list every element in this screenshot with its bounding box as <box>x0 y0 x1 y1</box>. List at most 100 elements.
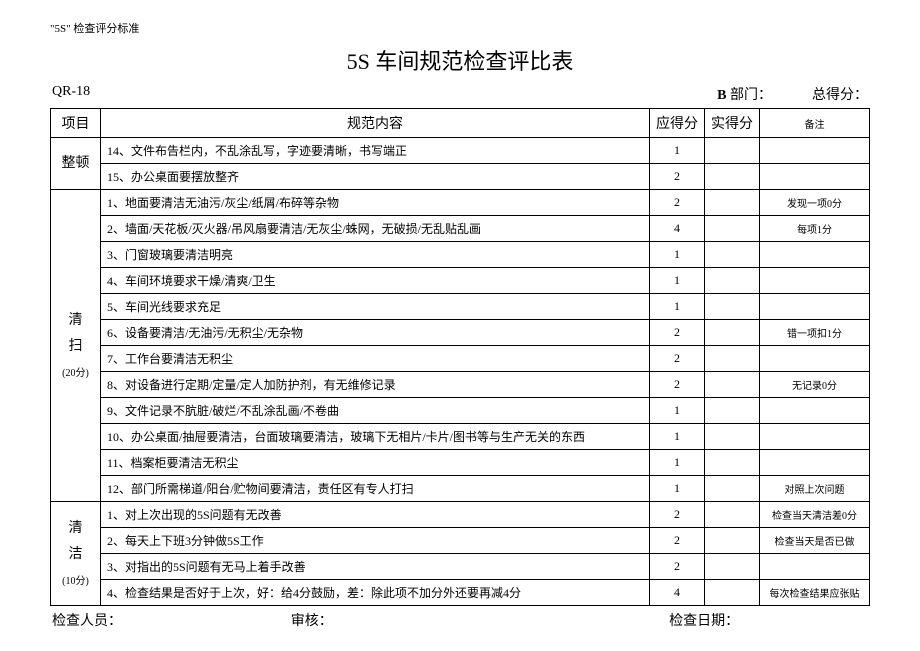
remark-cell <box>760 268 870 294</box>
col-header-content: 规范内容 <box>101 109 650 138</box>
content-cell: 12、部门所需梯道/阳台/贮物间要清洁，责任区有专人打扫 <box>101 476 650 502</box>
table-row: 整顿14、文件布告栏内，不乱涂乱写，字迹要清晰，书写端正1 <box>51 138 870 164</box>
content-cell: 9、文件记录不肮脏/破烂/不乱涂乱画/不卷曲 <box>101 398 650 424</box>
table-row: 9、文件记录不肮脏/破烂/不乱涂乱画/不卷曲1 <box>51 398 870 424</box>
actual-score-cell <box>705 554 760 580</box>
table-row: 2、墙面/天花板/灭火器/吊风扇要清洁/无灰尘/蛛网，无破损/无乱贴乱画4 每项1… <box>51 216 870 242</box>
table-row: 7、工作台要清洁无积尘2 <box>51 346 870 372</box>
expected-score-cell: 1 <box>650 424 705 450</box>
expected-score-cell: 2 <box>650 528 705 554</box>
remark-cell <box>760 242 870 268</box>
remark-cell <box>760 424 870 450</box>
remark-cell <box>760 554 870 580</box>
remark-cell <box>760 138 870 164</box>
remark-cell: 发现一项0分 <box>760 190 870 216</box>
expected-score-cell: 1 <box>650 242 705 268</box>
content-cell: 3、门窗玻璃要清洁明亮 <box>101 242 650 268</box>
reviewer-label: 审核： <box>291 610 589 630</box>
content-cell: 8、对设备进行定期/定量/定人加防护剂，有无维修记录 <box>101 372 650 398</box>
table-row: 4、检查结果是否好于上次，好：给4分鼓励，差：除此项不加分外还要再减4分4每次检… <box>51 580 870 606</box>
actual-score-cell <box>705 190 760 216</box>
actual-score-cell <box>705 242 760 268</box>
actual-score-cell <box>705 164 760 190</box>
section-name-cell: 清扫(20分) <box>51 190 101 502</box>
inspection-table: 项目 规范内容 应得分 实得分 备注 整顿14、文件布告栏内，不乱涂乱写，字迹要… <box>50 108 870 606</box>
expected-score-cell: 1 <box>650 268 705 294</box>
section-name-char: 洁 <box>53 542 98 567</box>
remark-cell: 错一项扣1分 <box>760 320 870 346</box>
expected-score-cell: 4 <box>650 216 705 242</box>
content-cell: 2、每天上下班3分钟做5S工作 <box>101 528 650 554</box>
expected-score-cell: 1 <box>650 138 705 164</box>
header-small-text: "5S" 检查评分标准 <box>50 20 870 36</box>
expected-score-cell: 2 <box>650 190 705 216</box>
content-cell: 1、对上次出现的5S问题有无改善 <box>101 502 650 528</box>
table-row: 3、门窗玻璃要清洁明亮1 <box>51 242 870 268</box>
actual-score-cell <box>705 424 760 450</box>
content-cell: 6、设备要清洁/无油污/无积尘/无杂物 <box>101 320 650 346</box>
table-row: 5、车间光线要求充足1 <box>51 294 870 320</box>
remark-cell: 每次检查结果应张贴 <box>760 580 870 606</box>
content-cell: 14、文件布告栏内，不乱涂乱写，字迹要清晰，书写端正 <box>101 138 650 164</box>
content-cell: 3、对指出的5S问题有无马上着手改善 <box>101 554 650 580</box>
col-header-actual: 实得分 <box>705 109 760 138</box>
actual-score-cell <box>705 216 760 242</box>
expected-score-cell: 2 <box>650 320 705 346</box>
remark-cell <box>760 346 870 372</box>
dept-label: 部门： <box>730 88 772 103</box>
remark-cell <box>760 294 870 320</box>
remark-cell: 每项1分 <box>760 216 870 242</box>
actual-score-cell <box>705 268 760 294</box>
section-name-cell: 整顿 <box>51 138 101 190</box>
table-header-row: 项目 规范内容 应得分 实得分 备注 <box>51 109 870 138</box>
remark-cell <box>760 398 870 424</box>
content-cell: 15、办公桌面要摆放整齐 <box>101 164 650 190</box>
content-cell: 7、工作台要清洁无积尘 <box>101 346 650 372</box>
table-row: 清洁(10分)1、对上次出现的5S问题有无改善2检查当天清洁差0分 <box>51 502 870 528</box>
content-cell: 5、车间光线要求充足 <box>101 294 650 320</box>
expected-score-cell: 1 <box>650 398 705 424</box>
content-cell: 2、墙面/天花板/灭火器/吊风扇要清洁/无灰尘/蛛网，无破损/无乱贴乱画 <box>101 216 650 242</box>
expected-score-cell: 2 <box>650 164 705 190</box>
section-sub: (20分) <box>53 365 98 383</box>
expected-score-cell: 1 <box>650 450 705 476</box>
actual-score-cell <box>705 528 760 554</box>
actual-score-cell <box>705 450 760 476</box>
content-cell: 4、检查结果是否好于上次，好：给4分鼓励，差：除此项不加分外还要再减4分 <box>101 580 650 606</box>
actual-score-cell <box>705 476 760 502</box>
table-row: 4、车间环境要求干燥/清爽/卫生1 <box>51 268 870 294</box>
actual-score-cell <box>705 138 760 164</box>
page-title: 5S 车间规范检查评比表 <box>50 44 870 76</box>
col-header-project: 项目 <box>51 109 101 138</box>
remark-cell <box>760 450 870 476</box>
dept-prefix: B <box>717 88 726 103</box>
expected-score-cell: 2 <box>650 346 705 372</box>
remark-cell: 检查当天清洁差0分 <box>760 502 870 528</box>
date-label: 检查日期： <box>589 610 868 630</box>
section-name-char: 清 <box>53 516 98 541</box>
actual-score-cell <box>705 320 760 346</box>
doc-code: QR-18 <box>52 84 90 104</box>
col-header-remark: 备注 <box>760 109 870 138</box>
actual-score-cell <box>705 502 760 528</box>
content-cell: 1、地面要清洁无油污/灰尘/纸屑/布碎等杂物 <box>101 190 650 216</box>
meta-row: QR-18 B 部门： 总得分： <box>50 84 870 104</box>
table-row: 清扫(20分)1、地面要清洁无油污/灰尘/纸屑/布碎等杂物2发现一项0分 <box>51 190 870 216</box>
content-cell: 11、档案柜要清洁无积尘 <box>101 450 650 476</box>
table-row: 2、每天上下班3分钟做5S工作2 检查当天是否已做 <box>51 528 870 554</box>
col-header-expected: 应得分 <box>650 109 705 138</box>
remark-cell: 无记录0分 <box>760 372 870 398</box>
section-name: 整顿 <box>53 151 98 176</box>
table-row: 8、对设备进行定期/定量/定人加防护剂，有无维修记录2无记录0分 <box>51 372 870 398</box>
expected-score-cell: 2 <box>650 554 705 580</box>
total-score-label: 总得分： <box>812 84 868 104</box>
table-row: 11、档案柜要清洁无积尘1 <box>51 450 870 476</box>
remark-cell: 对照上次问题 <box>760 476 870 502</box>
section-name-char: 清 <box>53 308 98 333</box>
expected-score-cell: 1 <box>650 294 705 320</box>
actual-score-cell <box>705 398 760 424</box>
table-row: 15、办公桌面要摆放整齐2 <box>51 164 870 190</box>
footer-row: 检查人员： 审核： 检查日期： <box>50 610 870 630</box>
remark-cell: 检查当天是否已做 <box>760 528 870 554</box>
actual-score-cell <box>705 372 760 398</box>
